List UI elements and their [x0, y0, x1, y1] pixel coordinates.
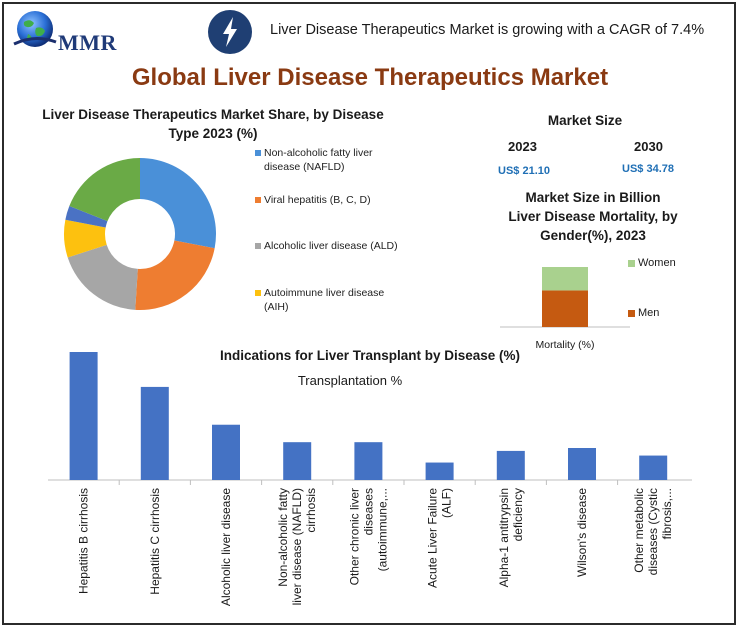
lightning-bolt-icon: [208, 10, 252, 54]
transplant-bar-2: [212, 424, 240, 480]
x-tick-label-line: (autoimmune,...: [375, 488, 389, 571]
transplant-bar-4: [354, 442, 383, 480]
x-tick-label-line: cirrhosis: [304, 488, 318, 533]
legend-label: Alcoholic liver disease (ALD): [264, 240, 398, 252]
x-tick-label-line: Other chronic liver: [347, 488, 361, 585]
x-tick-label-line: deficiency: [511, 488, 525, 541]
donut-chart-title: Liver Disease Therapeutics Market Share,…: [42, 107, 384, 141]
transplant-chart-title: Indications for Liver Transplant by Dise…: [219, 348, 521, 363]
cagr-statement: Liver Disease Therapeutics Market is gro…: [270, 22, 705, 38]
legend-swatch: [628, 310, 635, 317]
legend-item-women: Women: [628, 257, 676, 269]
donut-slice-1: [135, 240, 215, 310]
legend-item-viral-hepatitis: Viral hepatitis (B, C, D): [255, 193, 405, 207]
mortality-chart: [500, 267, 630, 328]
x-tick-label: Alcoholic liver disease: [219, 488, 233, 606]
x-tick-label-line: diseases (Cystic: [646, 488, 660, 575]
transplant-bar-7: [568, 448, 596, 480]
page-title: Global Liver Disease Therapeutics Market: [131, 64, 609, 91]
transplant-bar-chart: Hepatitis B cirrhosis Hepatitis C cirrhos…: [48, 352, 692, 606]
market-size-year-2023: 2023: [508, 139, 537, 154]
legend-label: Non-alcoholic fatty liver disease (NAFLD…: [264, 147, 373, 173]
legend-item-ald: Alcoholic liver disease (ALD): [255, 239, 405, 253]
transplant-bar-0: [69, 352, 98, 480]
transplant-bar-8: [639, 455, 668, 480]
legend-label: Women: [638, 257, 676, 269]
x-tick-label-line: (ALF): [440, 488, 454, 518]
legend-swatch: [255, 290, 261, 296]
x-tick-label: Hepatitis B cirrhosis: [77, 488, 91, 594]
x-tick-label: Other chronic liverdiseases(autoimmune,.…: [347, 488, 389, 585]
x-tick-label-line: Alcoholic liver disease: [219, 488, 233, 606]
legend-item-nafld: Non-alcoholic fatty liver disease (NAFLD…: [255, 146, 405, 174]
legend-item-men: Men: [628, 307, 659, 319]
x-tick-label-line: Non-alcoholic fatty: [276, 488, 290, 587]
donut-slice-2: [67, 244, 138, 310]
x-tick-label-line: Hepatitis B cirrhosis: [77, 488, 91, 594]
transplant-chart-subtitle: Transplantation %: [297, 373, 403, 388]
market-size-value-2023: US$ 21.10: [498, 165, 550, 177]
x-tick-label-line: Alpha-1 antitrypsin: [497, 488, 511, 587]
logo-text: MMR: [58, 30, 117, 55]
donut-slice-5: [69, 158, 140, 222]
x-tick-label: Wilson's disease: [575, 488, 589, 577]
donut-slice-4: [65, 206, 108, 228]
legend-label: Men: [638, 307, 660, 319]
x-tick-label: Non-alcoholic fattyliver disease (NAFLD)…: [276, 488, 318, 605]
transplant-bar-5: [425, 462, 454, 480]
transplant-bar-1: [140, 386, 169, 480]
legend-label: Autoimmune liver disease (AIH): [264, 287, 385, 313]
x-tick-label-line: Other metabolic: [632, 488, 646, 573]
x-tick-label-line: Acute Liver Failure: [426, 488, 440, 588]
donut-slice-3: [63, 219, 107, 258]
market-size-unit-text: Market Size in Billion: [525, 190, 661, 205]
donut-chart: [63, 158, 216, 310]
x-tick-label: Other metabolicdiseases (Cysticfibrosis,…: [632, 488, 674, 575]
legend-swatch: [255, 243, 261, 249]
x-tick-label: Hepatitis C cirrhosis: [148, 488, 162, 595]
x-tick-label: Acute Liver Failure(ALF): [426, 488, 454, 588]
mortality-bar-women: [542, 267, 588, 291]
x-tick-label-line: Hepatitis C cirrhosis: [148, 488, 162, 595]
x-tick-label-line: diseases: [361, 488, 375, 535]
legend-item-aih: Autoimmune liver disease (AIH): [255, 286, 405, 314]
market-size-unit-note: Market Size in Billion Liver Disease Mor…: [478, 188, 708, 245]
legend-swatch: [255, 197, 261, 203]
legend-label: Viral hepatitis (B, C, D): [264, 194, 371, 206]
donut-slice-0: [140, 158, 216, 249]
legend-swatch: [628, 260, 635, 267]
globe-icon: [13, 11, 57, 47]
x-tick-label: Alpha-1 antitrypsindeficiency: [497, 488, 525, 587]
x-tick-label-line: fibrosis,...: [660, 488, 674, 539]
transplant-bar-3: [283, 442, 312, 480]
legend-swatch: [255, 150, 261, 156]
market-size-value-2030: US$ 34.78: [622, 163, 674, 175]
market-size-title: Market Size: [547, 113, 623, 128]
x-tick-label-line: liver disease (NAFLD): [290, 488, 304, 605]
mortality-chart-title: Liver Disease Mortality, by Gender(%), 2…: [508, 209, 678, 243]
market-size-year-2030: 2030: [634, 139, 663, 154]
mortality-x-label: Mortality (%): [535, 339, 595, 351]
transplant-bar-6: [496, 450, 525, 480]
x-tick-label-line: Wilson's disease: [575, 488, 589, 577]
mortality-bar-men: [542, 290, 588, 327]
